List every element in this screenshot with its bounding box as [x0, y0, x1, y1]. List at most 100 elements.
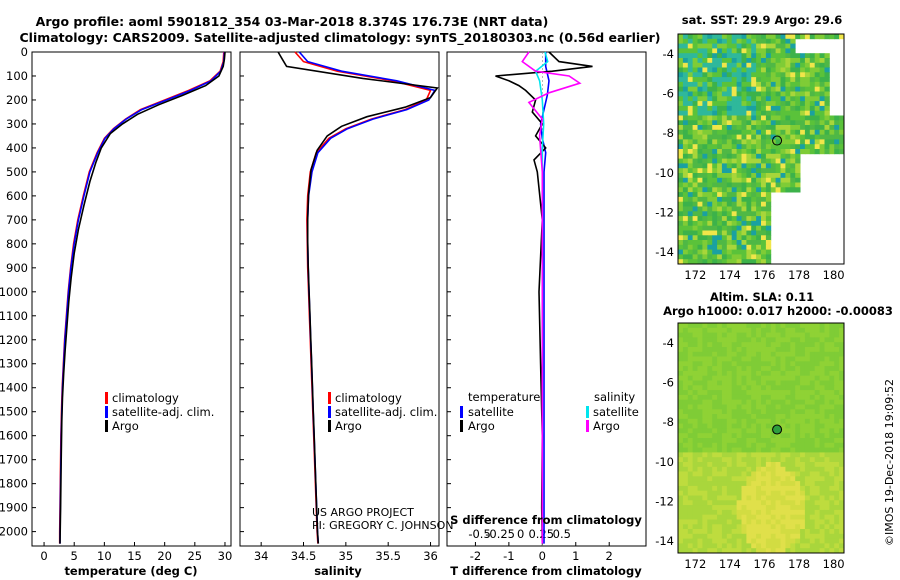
- map-pixel: [751, 462, 757, 468]
- map-pixel: [682, 163, 689, 169]
- depth-tick-label: 1400: [0, 381, 28, 395]
- map-pixel: [702, 139, 708, 145]
- map-pixel: [702, 125, 708, 131]
- map-pixel: [824, 399, 830, 405]
- map-pixel: [765, 347, 772, 353]
- map-pixel: [785, 543, 791, 549]
- map-pixel: [809, 457, 816, 463]
- map-pixel: [751, 366, 757, 372]
- map-pixel: [731, 149, 737, 155]
- map-pixel: [687, 125, 694, 131]
- map-pixel: [809, 34, 816, 40]
- map-pixel: [761, 356, 767, 362]
- map-pixel: [765, 72, 772, 78]
- map-pixel: [741, 211, 747, 217]
- map-pixel: [829, 462, 835, 468]
- map-pixel: [707, 120, 713, 126]
- map-pixel: [770, 332, 777, 338]
- map-pixel: [839, 347, 845, 353]
- map-pixel: [834, 394, 840, 401]
- map-pixel: [834, 144, 840, 150]
- map-pixel: [726, 356, 733, 362]
- map-pixel: [731, 134, 737, 140]
- map-pixel: [721, 548, 728, 554]
- map-pixel: [765, 543, 772, 549]
- map-pixel: [697, 500, 703, 506]
- map-pixel: [751, 115, 757, 121]
- map-pixel: [736, 543, 742, 549]
- map-pixel: [746, 201, 752, 207]
- map-pixel: [770, 182, 777, 188]
- legend-swatch-t-argo: [460, 420, 463, 432]
- map-pixel: [814, 77, 820, 83]
- map-pixel: [829, 543, 835, 549]
- map-pixel: [746, 509, 752, 516]
- map-pixel: [731, 380, 737, 386]
- map-pixel: [687, 323, 694, 329]
- map-pixel: [721, 96, 728, 102]
- map-pixel: [795, 115, 801, 121]
- map-pixel: [751, 485, 757, 492]
- map-pixel: [814, 495, 820, 501]
- map-pixel: [829, 327, 835, 333]
- map-pixel: [775, 394, 781, 401]
- map-pixel: [839, 394, 845, 401]
- map-pixel: [834, 34, 840, 40]
- map-pixel: [761, 418, 767, 424]
- map-pixel: [692, 548, 698, 554]
- map-pixel: [707, 361, 713, 367]
- map-pixel: [702, 144, 708, 150]
- map-pixel: [712, 34, 718, 40]
- map-pixel: [712, 43, 718, 49]
- map-pixel: [736, 519, 742, 525]
- map-pixel: [712, 418, 718, 424]
- map-pixel: [687, 380, 694, 386]
- map-pixel: [717, 418, 723, 424]
- map-pixel: [707, 168, 713, 174]
- depth-tick-label: 400: [6, 141, 28, 155]
- map-pixel: [780, 347, 786, 353]
- map-pixel: [834, 361, 840, 367]
- map-pixel: [756, 216, 762, 222]
- map-pixel: [756, 471, 762, 477]
- map-pixel: [756, 347, 762, 353]
- map-pixel: [800, 323, 806, 329]
- map-pixel: [761, 327, 767, 333]
- map-pixel: [687, 168, 694, 174]
- map-pixel: [687, 134, 694, 140]
- map-pixel: [809, 414, 816, 420]
- map-pixel: [780, 323, 786, 329]
- map-pixel: [829, 481, 835, 487]
- map-pixel: [765, 529, 772, 535]
- map-pixel: [702, 177, 708, 183]
- map-pixel: [697, 235, 703, 241]
- map-pixel: [702, 323, 708, 329]
- map-pixel: [809, 105, 816, 112]
- map-pixel: [804, 120, 811, 126]
- map-pixel: [707, 481, 713, 487]
- map-pixel: [775, 447, 781, 453]
- map-pixel: [785, 529, 791, 535]
- map-pixel: [682, 323, 689, 329]
- depth-tick-label: 1500: [0, 405, 28, 419]
- map-pixel: [687, 414, 694, 420]
- map-pixel: [765, 206, 772, 212]
- map-pixel: [814, 457, 820, 463]
- map-pixel: [804, 514, 811, 520]
- map-pixel: [678, 514, 684, 520]
- map-pixel: [824, 390, 830, 396]
- map-pixel: [736, 120, 742, 126]
- map-pixel: [795, 442, 801, 448]
- map-pixel: [736, 168, 742, 174]
- map-pixel: [741, 115, 747, 121]
- map-pixel: [726, 404, 733, 410]
- map-pixel: [687, 356, 694, 362]
- map-pixel: [775, 399, 781, 405]
- map-pixel: [824, 115, 830, 121]
- map-pixel: [839, 115, 845, 121]
- map-pixel: [775, 337, 781, 343]
- map-pixel: [726, 38, 733, 44]
- map-pixel: [697, 380, 703, 386]
- map-pixel: [809, 149, 816, 155]
